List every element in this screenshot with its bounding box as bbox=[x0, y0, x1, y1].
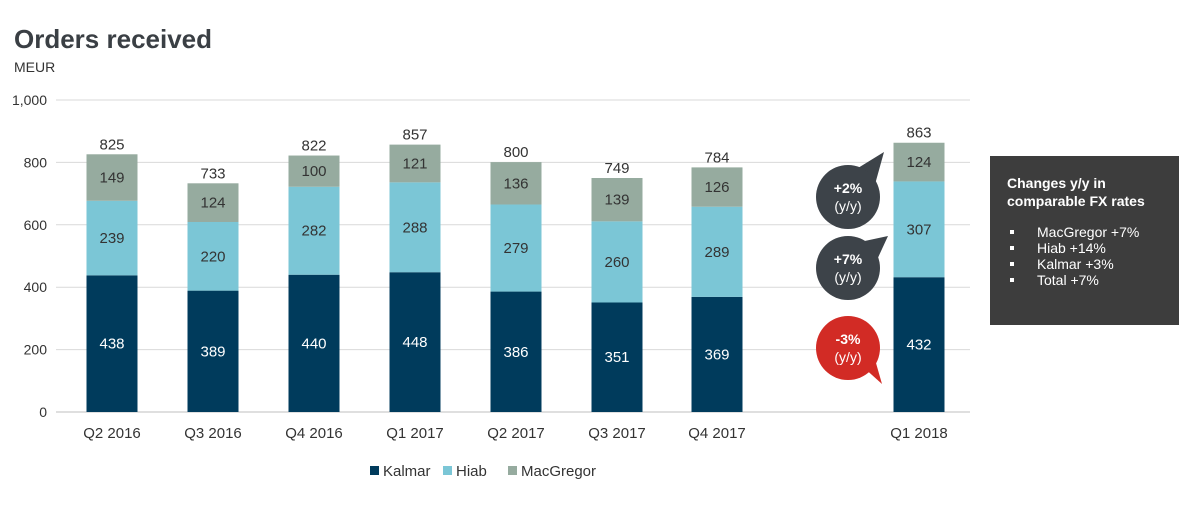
bar-value-label: 124 bbox=[906, 154, 931, 171]
y-tick-label: 400 bbox=[24, 279, 48, 295]
bar-segment-macgregor bbox=[691, 167, 743, 207]
bar-segment-kalmar bbox=[288, 274, 340, 412]
bar-segment-kalmar bbox=[691, 296, 743, 412]
x-tick-label: Q3 2017 bbox=[588, 425, 646, 442]
legend-label: MacGregor bbox=[521, 463, 596, 480]
bar-segment-hiab bbox=[288, 186, 340, 275]
bar-segment-hiab bbox=[389, 182, 441, 273]
bar-segment-macgregor bbox=[389, 144, 441, 183]
bar-segment-macgregor bbox=[490, 162, 542, 205]
bar-value-label: 288 bbox=[402, 219, 427, 236]
y-tick-label: 200 bbox=[24, 342, 48, 358]
bar-value-label: 438 bbox=[99, 336, 124, 353]
bar-segment-macgregor bbox=[893, 142, 945, 182]
bar-value-label: 289 bbox=[704, 244, 729, 261]
bar-value-label: 136 bbox=[503, 175, 528, 192]
bar-segment-hiab bbox=[86, 200, 138, 276]
callout-percent: +7% bbox=[834, 251, 863, 267]
bar-segment-macgregor bbox=[86, 154, 138, 201]
bar-value-label: 432 bbox=[906, 337, 931, 354]
legend-swatch-kalmar bbox=[370, 466, 379, 475]
x-tick-label: Q1 2018 bbox=[890, 425, 948, 442]
bar-segment-hiab bbox=[490, 204, 542, 292]
callout-bubble bbox=[816, 316, 880, 380]
bar-segment-macgregor bbox=[187, 183, 239, 222]
bar-segment-macgregor bbox=[288, 155, 340, 187]
bar-value-label: 149 bbox=[99, 170, 124, 187]
bar-value-label: 282 bbox=[301, 223, 326, 240]
bar-value-label: 220 bbox=[200, 248, 225, 265]
bar-value-label: 369 bbox=[704, 346, 729, 363]
x-tick-label: Q3 2016 bbox=[184, 425, 242, 442]
bar-value-label: 279 bbox=[503, 240, 528, 257]
bar-total-label: 733 bbox=[200, 165, 225, 182]
bar-total-label: 822 bbox=[301, 138, 326, 155]
bar-value-label: 307 bbox=[906, 221, 931, 238]
x-tick-label: Q4 2016 bbox=[285, 425, 343, 442]
callout-percent: +2% bbox=[834, 180, 863, 196]
bar-segment-hiab bbox=[187, 221, 239, 291]
x-tick-label: Q1 2017 bbox=[386, 425, 444, 442]
bar-segment-hiab bbox=[893, 181, 945, 278]
x-tick-label: Q4 2017 bbox=[688, 425, 746, 442]
bar-total-label: 825 bbox=[99, 136, 124, 153]
legend-swatch-macgregor bbox=[508, 466, 517, 475]
callout-percent: -3% bbox=[836, 331, 861, 347]
bar-value-label: 124 bbox=[200, 195, 225, 212]
bar-total-label: 800 bbox=[503, 144, 528, 161]
legend-swatch-hiab bbox=[443, 466, 452, 475]
bar-value-label: 139 bbox=[604, 192, 629, 209]
bar-value-label: 386 bbox=[503, 344, 528, 361]
fx-change-item: Total +7% bbox=[1007, 272, 1169, 288]
y-tick-label: 600 bbox=[24, 217, 48, 233]
bar-value-label: 448 bbox=[402, 334, 427, 351]
bar-value-label: 260 bbox=[604, 254, 629, 271]
y-tick-label: 0 bbox=[39, 404, 47, 420]
bar-value-label: 126 bbox=[704, 179, 729, 196]
bar-segment-hiab bbox=[591, 221, 643, 303]
fx-change-item: Hiab +14% bbox=[1007, 240, 1169, 256]
bar-value-label: 389 bbox=[200, 343, 225, 360]
y-tick-label: 800 bbox=[24, 154, 48, 170]
x-tick-label: Q2 2017 bbox=[487, 425, 545, 442]
fx-changes-title: Changes y/y in comparable FX rates bbox=[1007, 175, 1145, 209]
bar-value-label: 121 bbox=[402, 155, 427, 172]
fx-changes-list: MacGregor +7% Hiab +14% Kalmar +3% Total… bbox=[1007, 224, 1169, 288]
x-tick-label: Q2 2016 bbox=[83, 425, 141, 442]
bar-value-label: 440 bbox=[301, 335, 326, 352]
callout-bubble bbox=[816, 165, 880, 229]
bar-total-label: 857 bbox=[402, 127, 427, 144]
bar-total-label: 784 bbox=[704, 149, 729, 166]
bar-value-label: 351 bbox=[604, 349, 629, 366]
bar-segment-kalmar bbox=[893, 277, 945, 412]
callout-tail bbox=[858, 152, 884, 188]
fx-changes-box: Changes y/y in comparable FX rates MacGr… bbox=[990, 156, 1179, 325]
callout-yy: (y/y) bbox=[834, 198, 861, 214]
bar-segment-kalmar bbox=[86, 275, 138, 412]
legend-label: Hiab bbox=[456, 463, 487, 480]
bar-segment-hiab bbox=[691, 206, 743, 297]
bar-value-label: 239 bbox=[99, 230, 124, 247]
bar-segment-kalmar bbox=[389, 272, 441, 412]
callout-bubble bbox=[816, 236, 880, 300]
legend-label: Kalmar bbox=[383, 463, 431, 480]
bar-segment-macgregor bbox=[591, 178, 643, 222]
callout-yy: (y/y) bbox=[834, 349, 861, 365]
y-tick-label: 1,000 bbox=[12, 92, 47, 108]
bar-total-label: 863 bbox=[906, 125, 931, 142]
bar-total-label: 749 bbox=[604, 160, 629, 177]
bar-segment-kalmar bbox=[591, 302, 643, 412]
fx-change-item: Kalmar +3% bbox=[1007, 256, 1169, 272]
chart-title: Orders received bbox=[14, 24, 213, 54]
unit-label: MEUR bbox=[14, 59, 56, 75]
callout-yy: (y/y) bbox=[834, 269, 861, 285]
fx-change-item: MacGregor +7% bbox=[1007, 224, 1169, 240]
bar-segment-kalmar bbox=[490, 291, 542, 412]
bar-value-label: 100 bbox=[301, 163, 326, 180]
bar-segment-kalmar bbox=[187, 290, 239, 412]
